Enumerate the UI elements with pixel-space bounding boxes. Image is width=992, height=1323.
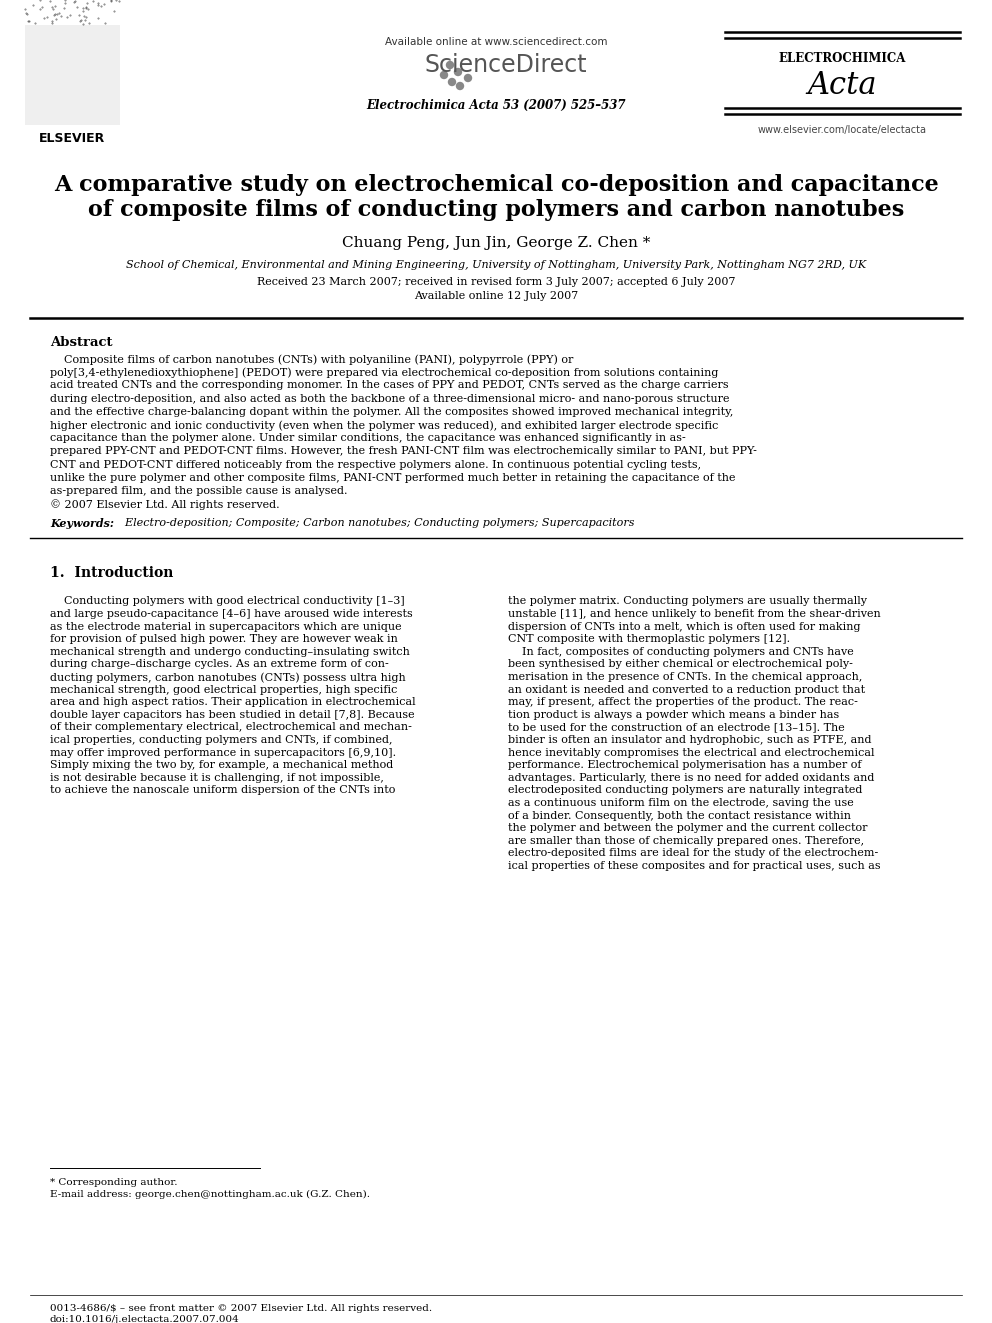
Circle shape	[454, 69, 461, 75]
Text: A comparative study on electrochemical co-deposition and capacitance: A comparative study on electrochemical c…	[54, 175, 938, 196]
Text: higher electronic and ionic conductivity (even when the polymer was reduced), an: higher electronic and ionic conductivity…	[50, 419, 718, 430]
Text: Received 23 March 2007; received in revised form 3 July 2007; accepted 6 July 20: Received 23 March 2007; received in revi…	[257, 277, 735, 287]
Text: may offer improved performance in supercapacitors [6,9,10].: may offer improved performance in superc…	[50, 747, 396, 758]
Text: for provision of pulsed high power. They are however weak in: for provision of pulsed high power. They…	[50, 634, 398, 644]
Text: ical properties, conducting polymers and CNTs, if combined,: ical properties, conducting polymers and…	[50, 736, 393, 745]
Text: as the electrode material in supercapacitors which are unique: as the electrode material in supercapaci…	[50, 622, 402, 631]
Text: binder is often an insulator and hydrophobic, such as PTFE, and: binder is often an insulator and hydroph…	[508, 736, 872, 745]
Text: Composite films of carbon nanotubes (CNTs) with polyaniline (PANI), polypyrrole : Composite films of carbon nanotubes (CNT…	[50, 355, 573, 365]
Text: doi:10.1016/j.electacta.2007.07.004: doi:10.1016/j.electacta.2007.07.004	[50, 1315, 240, 1323]
Text: been synthesised by either chemical or electrochemical poly-: been synthesised by either chemical or e…	[508, 659, 853, 669]
Text: © 2007 Elsevier Ltd. All rights reserved.: © 2007 Elsevier Ltd. All rights reserved…	[50, 499, 280, 509]
Text: Available online at www.sciencedirect.com: Available online at www.sciencedirect.co…	[385, 37, 607, 48]
Text: 1.  Introduction: 1. Introduction	[50, 566, 174, 581]
Text: unlike the pure polymer and other composite films, PANI-CNT performed much bette: unlike the pure polymer and other compos…	[50, 472, 735, 483]
Text: hence inevitably compromises the electrical and electrochemical: hence inevitably compromises the electri…	[508, 747, 875, 758]
Circle shape	[464, 74, 471, 82]
Text: as-prepared film, and the possible cause is analysed.: as-prepared film, and the possible cause…	[50, 486, 347, 496]
Text: www.elsevier.com/locate/electacta: www.elsevier.com/locate/electacta	[758, 124, 927, 135]
Text: Conducting polymers with good electrical conductivity [1–3]: Conducting polymers with good electrical…	[50, 597, 405, 606]
Bar	[25, 25, 120, 124]
Text: School of Chemical, Environmental and Mining Engineering, University of Nottingh: School of Chemical, Environmental and Mi…	[126, 261, 866, 270]
Text: is not desirable because it is challenging, if not impossible,: is not desirable because it is challengi…	[50, 773, 384, 783]
Text: 0013-4686/$ – see front matter © 2007 Elsevier Ltd. All rights reserved.: 0013-4686/$ – see front matter © 2007 El…	[50, 1304, 433, 1312]
Text: ical properties of these composites and for practical uses, such as: ical properties of these composites and …	[508, 861, 881, 871]
Text: poly[3,4-ethylenedioxythiophene] (PEDOT) were prepared via electrochemical co-de: poly[3,4-ethylenedioxythiophene] (PEDOT)…	[50, 368, 718, 378]
Text: merisation in the presence of CNTs. In the chemical approach,: merisation in the presence of CNTs. In t…	[508, 672, 862, 681]
Text: E-mail address: george.chen@nottingham.ac.uk (G.Z. Chen).: E-mail address: george.chen@nottingham.a…	[50, 1189, 370, 1199]
Text: Electrochimica Acta 53 (2007) 525–537: Electrochimica Acta 53 (2007) 525–537	[366, 98, 626, 111]
Text: acid treated CNTs and the corresponding monomer. In the cases of PPY and PEDOT, : acid treated CNTs and the corresponding …	[50, 381, 729, 390]
Text: prepared PPY-CNT and PEDOT-CNT films. However, the fresh PANI-CNT film was elect: prepared PPY-CNT and PEDOT-CNT films. Ho…	[50, 446, 757, 456]
Text: mechanical strength, good electrical properties, high specific: mechanical strength, good electrical pro…	[50, 684, 398, 695]
Text: unstable [11], and hence unlikely to benefit from the shear-driven: unstable [11], and hence unlikely to ben…	[508, 609, 881, 619]
Text: advantages. Particularly, there is no need for added oxidants and: advantages. Particularly, there is no ne…	[508, 773, 874, 783]
Text: during electro-deposition, and also acted as both the backbone of a three-dimens: during electro-deposition, and also acte…	[50, 394, 729, 404]
Text: * Corresponding author.: * Corresponding author.	[50, 1177, 178, 1187]
Text: Simply mixing the two by, for example, a mechanical method: Simply mixing the two by, for example, a…	[50, 761, 393, 770]
Text: of their complementary electrical, electrochemical and mechan-: of their complementary electrical, elect…	[50, 722, 412, 733]
Text: of a binder. Consequently, both the contact resistance within: of a binder. Consequently, both the cont…	[508, 811, 851, 820]
Text: are smaller than those of chemically prepared ones. Therefore,: are smaller than those of chemically pre…	[508, 836, 864, 845]
Text: Acta: Acta	[807, 70, 877, 101]
Text: to achieve the nanoscale uniform dispersion of the CNTs into: to achieve the nanoscale uniform dispers…	[50, 786, 396, 795]
Text: of composite films of conducting polymers and carbon nanotubes: of composite films of conducting polymer…	[88, 198, 904, 221]
Circle shape	[456, 82, 463, 90]
Text: mechanical strength and undergo conducting–insulating switch: mechanical strength and undergo conducti…	[50, 647, 410, 656]
Text: dispersion of CNTs into a melt, which is often used for making: dispersion of CNTs into a melt, which is…	[508, 622, 860, 631]
Circle shape	[448, 78, 455, 86]
Text: capacitance than the polymer alone. Under similar conditions, the capacitance wa: capacitance than the polymer alone. Unde…	[50, 433, 685, 443]
Text: electro-deposited films are ideal for the study of the electrochem-: electro-deposited films are ideal for th…	[508, 848, 878, 859]
Text: electrodeposited conducting polymers are naturally integrated: electrodeposited conducting polymers are…	[508, 786, 862, 795]
Text: ELECTROCHIMICA: ELECTROCHIMICA	[779, 52, 906, 65]
Text: an oxidant is needed and converted to a reduction product that: an oxidant is needed and converted to a …	[508, 684, 865, 695]
Text: Abstract: Abstract	[50, 336, 112, 349]
Text: the polymer matrix. Conducting polymers are usually thermally: the polymer matrix. Conducting polymers …	[508, 597, 867, 606]
Text: CNT composite with thermoplastic polymers [12].: CNT composite with thermoplastic polymer…	[508, 634, 790, 644]
Text: and the effective charge-balancing dopant within the polymer. All the composites: and the effective charge-balancing dopan…	[50, 406, 733, 417]
Text: may, if present, affect the properties of the product. The reac-: may, if present, affect the properties o…	[508, 697, 858, 708]
Text: Keywords:: Keywords:	[50, 519, 114, 529]
Text: during charge–discharge cycles. As an extreme form of con-: during charge–discharge cycles. As an ex…	[50, 659, 389, 669]
Text: to be used for the construction of an electrode [13–15]. The: to be used for the construction of an el…	[508, 722, 845, 733]
Text: ScienceDirect: ScienceDirect	[425, 53, 587, 77]
Text: Electro-deposition; Composite; Carbon nanotubes; Conducting polymers; Supercapac: Electro-deposition; Composite; Carbon na…	[118, 519, 635, 528]
Text: In fact, composites of conducting polymers and CNTs have: In fact, composites of conducting polyme…	[508, 647, 854, 656]
Text: as a continuous uniform film on the electrode, saving the use: as a continuous uniform film on the elec…	[508, 798, 854, 808]
Text: CNT and PEDOT-CNT differed noticeably from the respective polymers alone. In con: CNT and PEDOT-CNT differed noticeably fr…	[50, 459, 701, 470]
Text: ducting polymers, carbon nanotubes (CNTs) possess ultra high: ducting polymers, carbon nanotubes (CNTs…	[50, 672, 406, 683]
Text: area and high aspect ratios. Their application in electrochemical: area and high aspect ratios. Their appli…	[50, 697, 416, 708]
Text: and large pseudo-capacitance [4–6] have aroused wide interests: and large pseudo-capacitance [4–6] have …	[50, 609, 413, 619]
Circle shape	[440, 71, 447, 78]
Text: tion product is always a powder which means a binder has: tion product is always a powder which me…	[508, 710, 839, 720]
Text: double layer capacitors has been studied in detail [7,8]. Because: double layer capacitors has been studied…	[50, 710, 415, 720]
Text: ELSEVIER: ELSEVIER	[40, 132, 105, 146]
Circle shape	[446, 61, 453, 69]
Text: the polymer and between the polymer and the current collector: the polymer and between the polymer and …	[508, 823, 867, 833]
Text: Chuang Peng, Jun Jin, George Z. Chen *: Chuang Peng, Jun Jin, George Z. Chen *	[342, 235, 650, 250]
Text: performance. Electrochemical polymerisation has a number of: performance. Electrochemical polymerisat…	[508, 761, 861, 770]
Text: Available online 12 July 2007: Available online 12 July 2007	[414, 291, 578, 302]
